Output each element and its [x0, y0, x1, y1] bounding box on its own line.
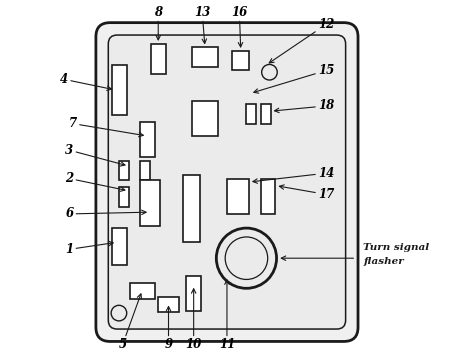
Text: 8: 8: [154, 5, 162, 40]
Bar: [186, 276, 201, 311]
Bar: [247, 104, 256, 124]
Text: 6: 6: [65, 207, 146, 220]
Text: 2: 2: [65, 172, 125, 191]
Text: 13: 13: [194, 5, 210, 44]
Text: flasher: flasher: [363, 257, 404, 266]
Text: 7: 7: [69, 117, 143, 137]
Text: 18: 18: [275, 99, 334, 112]
Bar: [191, 101, 218, 136]
Bar: [119, 187, 129, 207]
Text: 10: 10: [185, 289, 202, 352]
Text: 14: 14: [253, 167, 334, 183]
Bar: [151, 44, 165, 74]
Bar: [119, 161, 129, 180]
Text: 15: 15: [254, 64, 334, 93]
Bar: [158, 297, 179, 312]
Text: 3: 3: [65, 144, 125, 166]
Bar: [227, 178, 249, 214]
Bar: [112, 65, 127, 115]
Text: 9: 9: [165, 307, 172, 352]
Bar: [140, 122, 155, 157]
Text: 1: 1: [65, 241, 113, 256]
Text: 17: 17: [279, 185, 334, 201]
Text: 4: 4: [60, 73, 112, 90]
Bar: [140, 161, 150, 180]
Bar: [260, 178, 276, 214]
Bar: [183, 175, 200, 242]
FancyBboxPatch shape: [108, 35, 346, 329]
Bar: [112, 228, 127, 265]
Bar: [260, 104, 271, 124]
Bar: [191, 47, 218, 67]
Text: 11: 11: [219, 280, 235, 352]
Text: 5: 5: [118, 294, 142, 352]
Bar: [140, 180, 160, 226]
Bar: [232, 51, 249, 70]
FancyBboxPatch shape: [96, 22, 358, 341]
Text: 12: 12: [269, 18, 334, 63]
Text: Turn signal: Turn signal: [363, 243, 430, 252]
Bar: [130, 283, 155, 299]
Text: 16: 16: [231, 5, 248, 47]
